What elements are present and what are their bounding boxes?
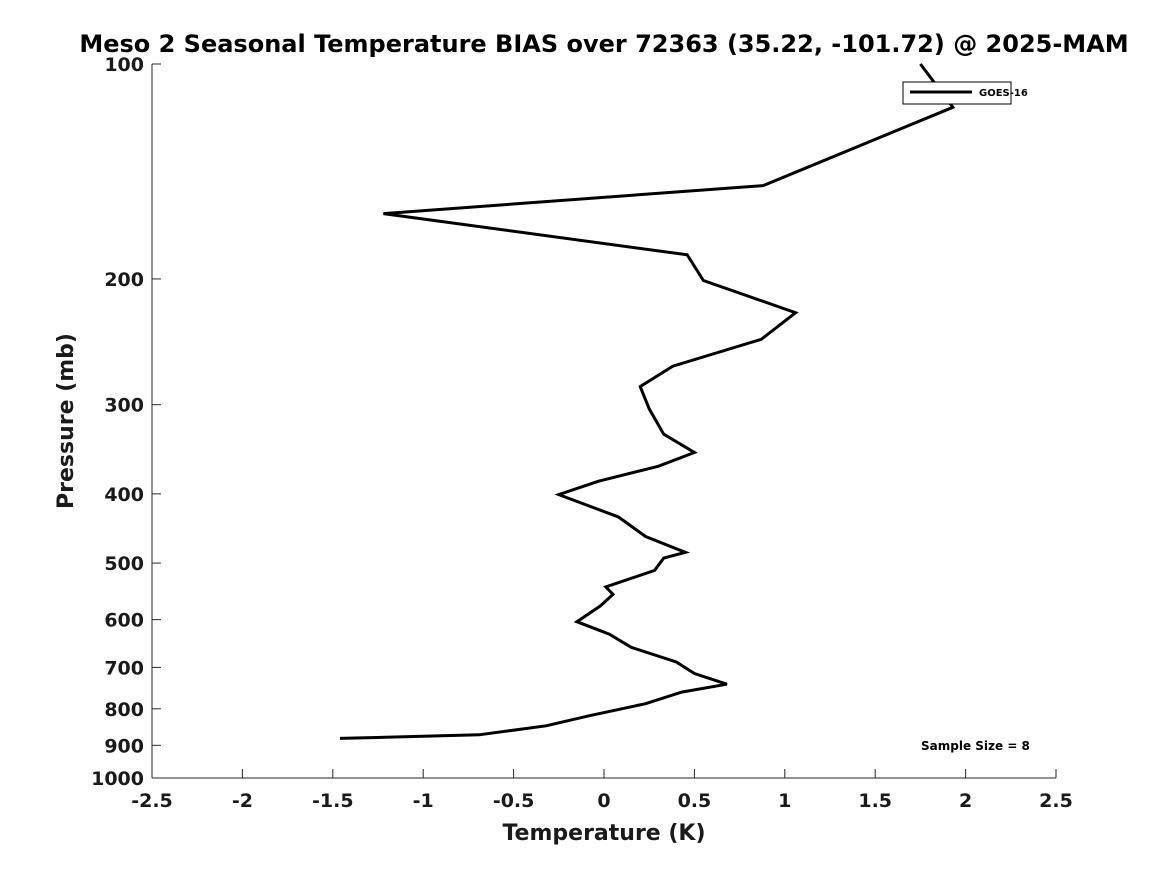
- y-tick-label: 1000: [91, 768, 144, 790]
- legend: GOES-16: [902, 81, 1028, 105]
- y-tick-label: 400: [104, 484, 144, 506]
- x-tick-label: 2: [959, 790, 972, 812]
- y-axis-ticks: 100 200 300 400 500 600 700 800 900 1000: [91, 54, 161, 790]
- x-axis-label: Temperature (K): [502, 821, 705, 846]
- x-tick-label: -1.5: [312, 790, 354, 812]
- y-tick-label: 700: [104, 657, 144, 679]
- x-tick-label: -0.5: [493, 790, 535, 812]
- x-tick-label: 2.5: [1039, 790, 1073, 812]
- y-tick-label: 600: [104, 610, 144, 632]
- y-tick-label: 200: [104, 269, 144, 291]
- x-tick-label: -1: [413, 790, 434, 812]
- x-tick-label: 0: [597, 790, 610, 812]
- x-tick-label: 1.5: [858, 790, 892, 812]
- x-tick-label: -2: [232, 790, 253, 812]
- y-tick-label: 300: [104, 395, 144, 417]
- x-tick-label: -2.5: [131, 790, 173, 812]
- x-tick-label: 1: [778, 790, 791, 812]
- chart-title: Meso 2 Seasonal Temperature BIAS over 72…: [79, 30, 1128, 58]
- series-layer: [339, 63, 956, 740]
- sample-size-annotation: Sample Size = 8: [921, 739, 1030, 753]
- y-axis-label: Pressure (mb): [54, 333, 79, 509]
- y-tick-label: 900: [104, 735, 144, 757]
- series-line-goes-16: [339, 63, 956, 740]
- legend-label-goes-16: GOES-16: [979, 88, 1028, 99]
- y-tick-label: 500: [104, 553, 144, 575]
- y-tick-label: 800: [104, 699, 144, 721]
- y-tick-label: 100: [104, 54, 144, 76]
- x-tick-label: 0.5: [678, 790, 712, 812]
- x-axis-ticks: -2.5 -2 -1.5 -1 -0.5 0 0.5 1 1.5 2 2.5: [131, 769, 1073, 812]
